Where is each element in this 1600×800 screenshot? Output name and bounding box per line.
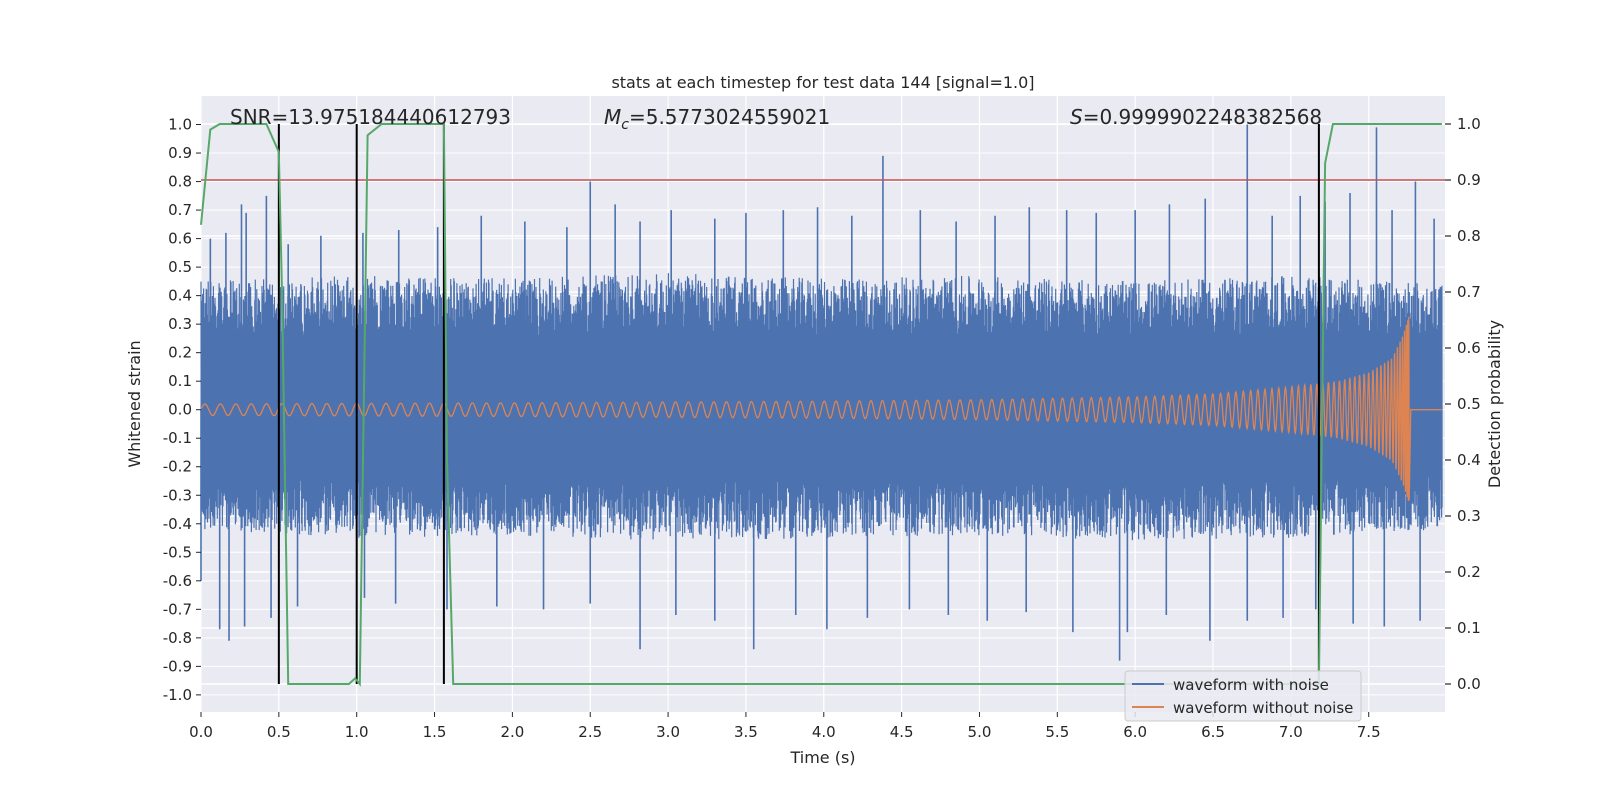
y-tick-label: 0.2 [168, 344, 192, 362]
x-tick-label: 4.5 [890, 723, 914, 741]
x-tick-label: 5.5 [1045, 723, 1069, 741]
x-tick-label: 7.0 [1279, 723, 1303, 741]
y-tick-label: -0.6 [163, 572, 192, 590]
y-tick-label: 0.5 [168, 258, 192, 276]
y2-tick-label: 0.6 [1457, 339, 1481, 357]
y-tick-label: 0.8 [168, 173, 192, 191]
y2-tick-label: 0.4 [1457, 451, 1481, 469]
legend-box [1124, 670, 1362, 722]
y2-tick-label: 1.0 [1457, 115, 1481, 133]
x-tick-label: 4.0 [812, 723, 836, 741]
significance-symbol: S [1070, 105, 1083, 129]
y-tick-label: -0.7 [163, 600, 192, 618]
y-tick-label: -0.2 [163, 458, 192, 476]
noisy-waveform-line [200, 273, 1443, 541]
x-tick-label: 0.5 [267, 723, 291, 741]
y-tick-label: 0.1 [168, 372, 192, 390]
y-tick-label: -0.3 [163, 486, 192, 504]
y2-tick-label: 0.2 [1457, 563, 1481, 581]
x-tick-label: 6.5 [1201, 723, 1225, 741]
y2-tick-label: 0.1 [1457, 619, 1481, 637]
x-tick-label: 3.0 [656, 723, 680, 741]
y-tick-label: 0.9 [168, 144, 192, 162]
clean-waveform-line [201, 316, 1442, 502]
x-tick-label: 6.0 [1123, 723, 1147, 741]
x-tick-label: 2.0 [500, 723, 524, 741]
y-tick-label: -0.5 [163, 543, 192, 561]
y-tick-label: 0.7 [168, 201, 192, 219]
legend-label-noisy: waveform with noise [1173, 676, 1329, 694]
legend: waveform with noise waveform without noi… [1124, 670, 1362, 722]
y-tick-label: 0.3 [168, 315, 192, 333]
y-tick-label: 0.4 [168, 287, 192, 305]
x-axis-label: Time (s) [789, 748, 855, 767]
y-tick-label: 0.0 [168, 401, 192, 419]
chirp-mass-symbol: M [604, 105, 621, 129]
y-tick-label: -1.0 [163, 686, 192, 704]
y-axis-label: Whitened strain [125, 340, 144, 467]
y-tick-label: 1.0 [168, 116, 192, 134]
significance-annotation: S=0.9999902248382568 [1070, 105, 1322, 129]
y2-tick-label: 0.0 [1457, 675, 1481, 693]
y2-axis-label: Detection probability [1485, 320, 1504, 488]
y-tick-label: -0.9 [163, 657, 192, 675]
y2-tick-label: 0.7 [1457, 283, 1481, 301]
chirp-mass-annotation: Mc=5.5773024559021 [604, 105, 830, 133]
x-tick-label: 3.5 [734, 723, 758, 741]
y-tick-label: -0.8 [163, 629, 192, 647]
y2-tick-label: 0.8 [1457, 227, 1481, 245]
annotations [200, 123, 1445, 687]
legend-label-clean: waveform without noise [1173, 699, 1353, 717]
x-tick-label: 2.5 [578, 723, 602, 741]
y2-tick-label: 0.5 [1457, 395, 1481, 413]
chirp-mass-value: =5.5773024559021 [629, 105, 830, 129]
y-tick-label: -0.1 [163, 429, 192, 447]
y-tick-label: 0.6 [168, 230, 192, 248]
x-tick-label: 0.0 [189, 723, 213, 741]
y-tick-label: -0.4 [163, 515, 192, 533]
probability-line [200, 123, 1442, 687]
chirp-mass-subscript: c [621, 117, 629, 133]
significance-value: =0.9999902248382568 [1083, 105, 1322, 129]
x-tick-label: 1.0 [345, 723, 369, 741]
x-tick-label: 5.0 [968, 723, 992, 741]
axes: 0.0 0.5 1.0 1.5 2.0 2.5 3.0 3.5 4.0 4.5 5.0 5.5 6.0 6… [163, 115, 1481, 741]
snr-annotation: SNR=13.975184440612793 [230, 105, 511, 129]
x-tick-label: 7.5 [1357, 723, 1381, 741]
x-tick-label: 1.5 [423, 723, 447, 741]
y2-tick-label: 0.3 [1457, 507, 1481, 525]
chart-title: stats at each timestep for test data 144… [611, 73, 1034, 92]
y2-tick-label: 0.9 [1457, 171, 1481, 189]
series-layer [200, 124, 1443, 661]
